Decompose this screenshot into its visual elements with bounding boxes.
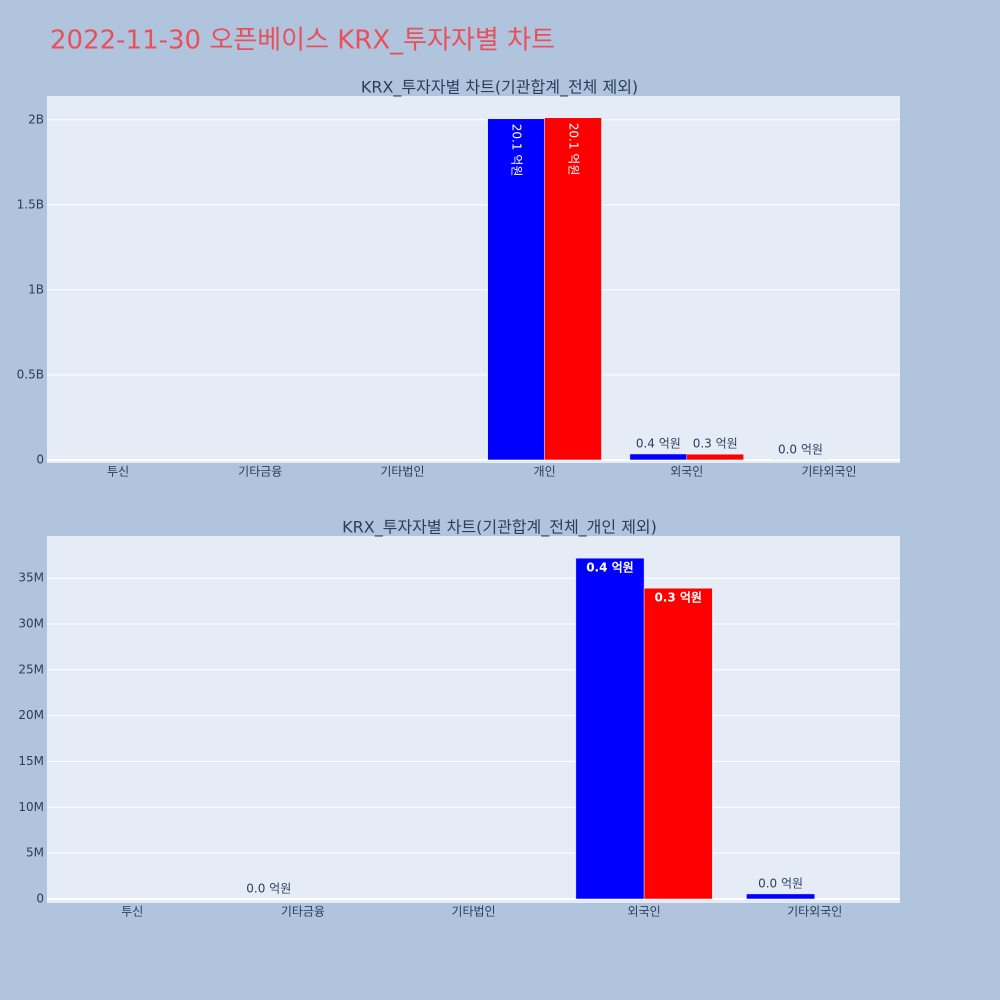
bar xyxy=(544,117,602,461)
value-label: 20.1 억원 xyxy=(567,123,581,176)
x-tick-label: 기타외국인 xyxy=(801,465,856,479)
value-label: 0.0 억원 xyxy=(246,881,291,895)
page-title: 2022-11-30 오픈베이스 KRX_투자자별 차트 xyxy=(50,26,555,56)
y-tick-label: 5M xyxy=(26,846,44,860)
y-tick-label: 0 xyxy=(36,452,44,466)
x-tick-label: 투신 xyxy=(121,905,143,919)
bar xyxy=(686,453,744,461)
bar xyxy=(487,118,545,461)
value-label: 0.3 억원 xyxy=(693,437,738,451)
x-tick-label: 기타금융 xyxy=(281,905,325,919)
chart-title: KRX_투자자별 차트(기관합계_전체_개인 제외) xyxy=(342,518,657,538)
y-tick-label: 1B xyxy=(28,282,44,296)
y-tick-label: 30M xyxy=(18,616,44,630)
value-label: 0.0 억원 xyxy=(758,876,803,890)
y-tick-label: 25M xyxy=(18,662,44,676)
plot-area xyxy=(47,96,900,463)
y-tick-label: 0 xyxy=(36,891,44,905)
value-label: 20.1 억원 xyxy=(510,124,524,177)
plot-area xyxy=(47,536,900,903)
x-tick-label: 개인 xyxy=(534,465,556,479)
chart-title: KRX_투자자별 차트(기관합계_전체 제외) xyxy=(361,78,638,98)
x-tick-label: 투신 xyxy=(107,465,129,479)
x-tick-label: 외국인 xyxy=(670,465,703,479)
y-tick-label: 1.5B xyxy=(17,197,44,211)
x-tick-label: 기타법인 xyxy=(380,465,424,479)
value-label: 0.0 억원 xyxy=(778,442,823,456)
y-tick-label: 15M xyxy=(18,754,44,768)
x-tick-label: 외국인 xyxy=(628,905,661,919)
x-tick-label: 기타금융 xyxy=(238,465,282,479)
y-tick-label: 20M xyxy=(18,708,44,722)
value-label: 0.4 억원 xyxy=(586,561,634,575)
bar xyxy=(629,453,688,461)
bar xyxy=(575,557,645,900)
x-tick-label: 기타외국인 xyxy=(787,905,842,919)
y-tick-label: 0.5B xyxy=(17,367,44,381)
y-tick-label: 2B xyxy=(28,112,44,126)
bar xyxy=(643,587,713,900)
value-label: 0.3 억원 xyxy=(654,591,702,605)
y-tick-label: 10M xyxy=(18,800,44,814)
x-tick-label: 기타법인 xyxy=(451,905,495,919)
y-tick-label: 35M xyxy=(18,571,44,585)
bar xyxy=(746,893,815,900)
value-label: 0.4 억원 xyxy=(636,436,681,450)
